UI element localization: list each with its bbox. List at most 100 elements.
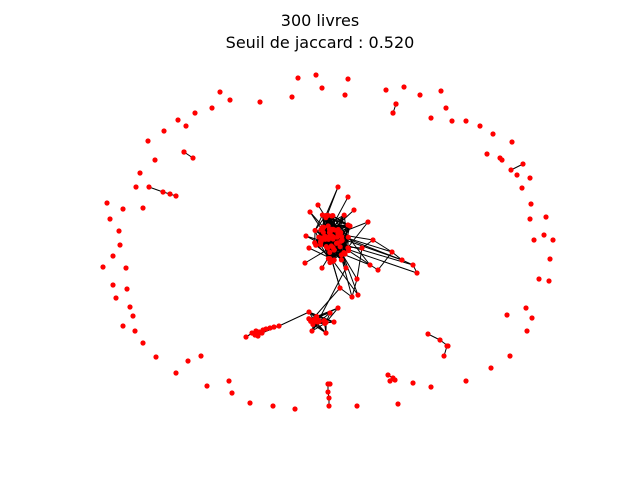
graph-node	[181, 149, 187, 155]
graph-edge	[312, 324, 327, 334]
graph-node	[339, 233, 345, 240]
graph-node	[337, 285, 343, 291]
graph-edge	[316, 307, 339, 317]
graph-node	[490, 131, 496, 137]
graph-node	[354, 276, 360, 282]
graph-node	[173, 370, 179, 376]
graph-node	[117, 242, 123, 248]
graph-node	[140, 205, 146, 211]
graph-node	[327, 249, 333, 255]
graph-node	[322, 320, 328, 327]
graph-node	[428, 115, 434, 121]
graph-node	[316, 318, 322, 325]
graph-node	[488, 365, 494, 371]
graph-node	[354, 403, 360, 409]
graph-node	[113, 295, 119, 301]
graph-node	[145, 138, 151, 144]
graph-node	[514, 172, 520, 178]
graph-node	[345, 76, 351, 82]
graph-node	[306, 245, 312, 251]
graph-node	[417, 92, 423, 98]
graph-subtitle: Seuil de jaccard : 0.520	[225, 33, 415, 52]
graph-node	[132, 328, 138, 334]
graph-node	[392, 377, 398, 383]
graph-node	[325, 381, 331, 387]
graph-node	[443, 105, 449, 111]
graph-node	[130, 313, 136, 319]
graph-node	[306, 316, 312, 322]
graph-node	[524, 328, 530, 334]
graph-edges	[148, 103, 524, 406]
graph-node	[546, 278, 552, 284]
graph-edge	[331, 215, 371, 266]
graph-node	[359, 245, 365, 251]
graph-node	[116, 228, 122, 234]
graph-node	[320, 229, 326, 235]
graph-node	[326, 395, 332, 401]
graph-node	[528, 201, 534, 207]
graph-node	[325, 245, 331, 251]
graph-node	[227, 97, 233, 103]
graph-node	[173, 193, 179, 199]
graph-node	[110, 282, 116, 288]
graph-node	[326, 403, 332, 409]
graph-node	[327, 310, 333, 316]
graph-node	[519, 185, 525, 191]
graph-node	[325, 389, 331, 395]
graph-node	[375, 267, 381, 273]
graph-node	[327, 259, 333, 266]
graph-node	[276, 323, 282, 329]
graph-node	[319, 85, 325, 91]
graph-node	[410, 380, 416, 386]
graph-node	[312, 240, 318, 246]
graph-node	[175, 117, 181, 123]
graph-node	[385, 372, 391, 378]
graph-node	[330, 226, 336, 232]
graph-node	[327, 256, 333, 262]
graph-node	[338, 257, 345, 263]
graph-node	[414, 270, 420, 276]
graph-node	[167, 191, 173, 197]
graph-node	[541, 232, 547, 238]
graph-node	[509, 139, 515, 145]
graph-node	[543, 214, 549, 220]
graph-node	[484, 151, 490, 157]
graph-node	[331, 257, 337, 263]
graph-node	[345, 194, 351, 200]
graph-node	[255, 333, 261, 339]
graph-node	[333, 240, 340, 246]
graph-node	[536, 276, 542, 282]
graph-edge	[278, 311, 310, 327]
graph-node	[329, 213, 335, 219]
graph-edge	[341, 236, 403, 261]
graph-node	[325, 223, 331, 229]
graph-node	[259, 330, 265, 336]
graph-node	[345, 234, 351, 240]
graph-node	[463, 118, 469, 124]
graph-node	[313, 72, 319, 78]
graph-node	[204, 383, 210, 389]
graph-node	[547, 256, 553, 262]
graph-node	[365, 219, 371, 225]
graph-node	[499, 157, 505, 163]
graph-node	[161, 128, 167, 134]
graph-node	[393, 101, 399, 107]
graph-edge	[351, 278, 358, 298]
graph-node	[243, 334, 249, 340]
graph-node	[257, 99, 263, 105]
graph-node	[303, 233, 309, 239]
graph-node	[351, 207, 357, 213]
graph-node	[107, 216, 113, 222]
graph-node	[410, 262, 416, 268]
graph-node	[306, 309, 312, 315]
graph-node	[319, 224, 325, 231]
graph-node	[217, 89, 223, 95]
graph-node	[133, 184, 139, 190]
graph-node	[229, 390, 235, 396]
graph-node	[345, 222, 351, 228]
graph-node	[124, 286, 130, 292]
graph-node	[341, 212, 347, 218]
graph-node	[311, 316, 317, 323]
graph-node	[270, 403, 276, 409]
